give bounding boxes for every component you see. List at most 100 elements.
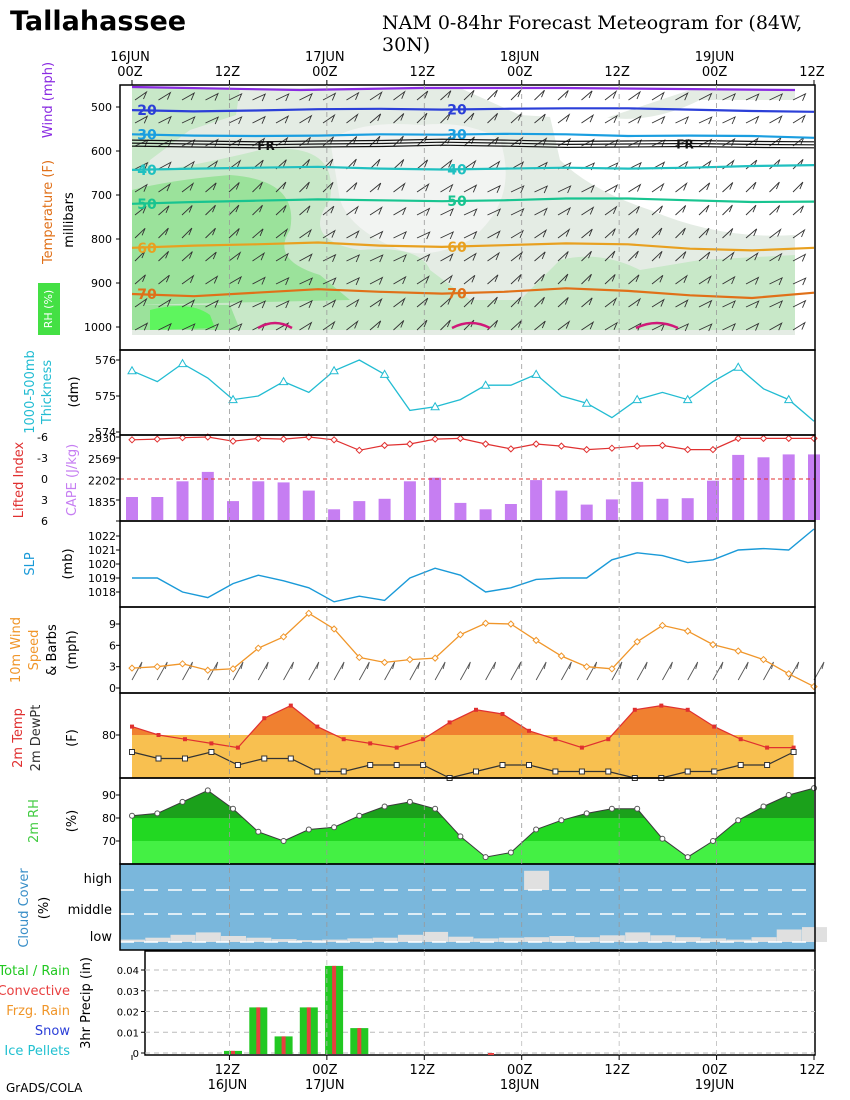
rh-point (684, 854, 691, 861)
time-label-bottom: 12Z (799, 1063, 825, 1078)
time-label-top: 12Z (604, 65, 630, 80)
wind-barb (346, 276, 360, 286)
wind-barb (252, 204, 263, 216)
surface-wind-barb (611, 661, 623, 681)
thickness-line (131, 359, 815, 422)
lifted-index-point (785, 434, 793, 443)
surface-wind-barb (156, 661, 168, 681)
wind-speed-point (355, 653, 364, 662)
wind-barb (416, 253, 431, 262)
cape-bar (530, 480, 543, 520)
wind-barb (628, 297, 642, 308)
wind-barb (769, 115, 783, 124)
contour-label: 30 (447, 128, 467, 144)
cloud-low-bar (776, 929, 802, 942)
wind-barb (440, 253, 454, 262)
wind-barb (604, 114, 618, 124)
wind-barb (534, 320, 546, 331)
wind-barb (675, 181, 688, 193)
y-tick-label: 1022 (88, 530, 116, 543)
wind-barb (581, 206, 595, 216)
wind-barb (651, 205, 663, 216)
wind-barb (205, 116, 220, 125)
cloud-low-bar (246, 937, 272, 942)
wind-barb (534, 296, 545, 308)
y-tick-label: 700 (91, 189, 112, 202)
wind-barb (581, 273, 592, 285)
temperature-point (553, 737, 558, 742)
wind-speed-point (532, 636, 540, 645)
wind-unit-label: (mph) (65, 630, 80, 669)
wind-barb (534, 113, 546, 124)
temperature-point (183, 737, 187, 742)
rh-point (507, 849, 514, 856)
lifted-index-point (481, 440, 490, 448)
cloud-low-bar (574, 937, 600, 942)
contour-label: 20 (447, 103, 467, 119)
wind-barb (275, 300, 290, 309)
temperature-contour (131, 107, 815, 113)
wind-barb (628, 115, 642, 124)
thickness-point (682, 394, 693, 404)
y-tick-label: 80 (102, 729, 116, 742)
cloud-level-label: middle (68, 903, 112, 918)
wind-barb (487, 184, 501, 193)
wind-barb (134, 297, 148, 308)
wind-barb (557, 228, 571, 239)
wind-barb (252, 300, 267, 309)
dewpoint-point (340, 768, 347, 775)
date-label-top: 18JUN (500, 50, 540, 65)
wind-barb (322, 277, 337, 286)
wind-barb (440, 158, 453, 170)
wind-barb (487, 251, 501, 262)
lifted-index-point (608, 444, 616, 452)
temperature-point (712, 724, 717, 729)
surface-wind-barb (687, 661, 699, 681)
thickness-point (177, 358, 188, 368)
wind-barb (698, 116, 713, 125)
wind-barb (299, 114, 313, 124)
rh-point (204, 787, 211, 794)
wind-barb (322, 229, 336, 239)
contour-label: 70 (137, 287, 157, 303)
wind-barb (181, 299, 196, 308)
dewpoint-point (261, 755, 268, 762)
wind-speed-point (481, 619, 490, 627)
wind-barb (745, 204, 757, 216)
wind-barb (745, 93, 760, 102)
contour-label: 20 (137, 103, 157, 119)
y-tick-label: 1018 (88, 586, 116, 599)
rh-point (255, 828, 262, 835)
wind-barb (322, 158, 334, 170)
rh-point (356, 812, 363, 819)
wind-barb (769, 276, 783, 286)
wind-barb (275, 322, 290, 331)
wind-barb (205, 92, 219, 101)
dewpoint-point (208, 749, 215, 755)
surface-wind-barb (737, 661, 749, 681)
wind-barb (463, 230, 478, 239)
rh-axis-label: RH (%) (42, 290, 55, 328)
credit-label: GrADS/COLA (6, 1081, 83, 1095)
wind-barb (416, 159, 429, 170)
thickness-point (379, 369, 390, 378)
surface-wind-barb (535, 661, 547, 681)
cloud-low-bar (726, 939, 752, 942)
dewpoint-point (420, 762, 427, 768)
lifted-index-point (355, 446, 364, 455)
y-tick-label: 900 (91, 277, 112, 290)
cloud-low-bar (221, 936, 246, 942)
date-label-bottom: 16JUN (208, 1078, 248, 1093)
wind-barb (228, 275, 243, 285)
wind-barb (557, 185, 572, 194)
surface-wind-barb (763, 661, 774, 681)
surface-wind-barb (257, 661, 269, 681)
lifted-index-point (406, 440, 414, 448)
dewpoint-point (287, 755, 294, 762)
y-tick-label: 0 (41, 473, 48, 486)
wind-barb (181, 205, 193, 216)
surface-wind-barb (561, 661, 572, 681)
wind-barb (534, 251, 546, 262)
wind-barb (346, 158, 357, 170)
y-tick-label: 0 (133, 1049, 139, 1060)
